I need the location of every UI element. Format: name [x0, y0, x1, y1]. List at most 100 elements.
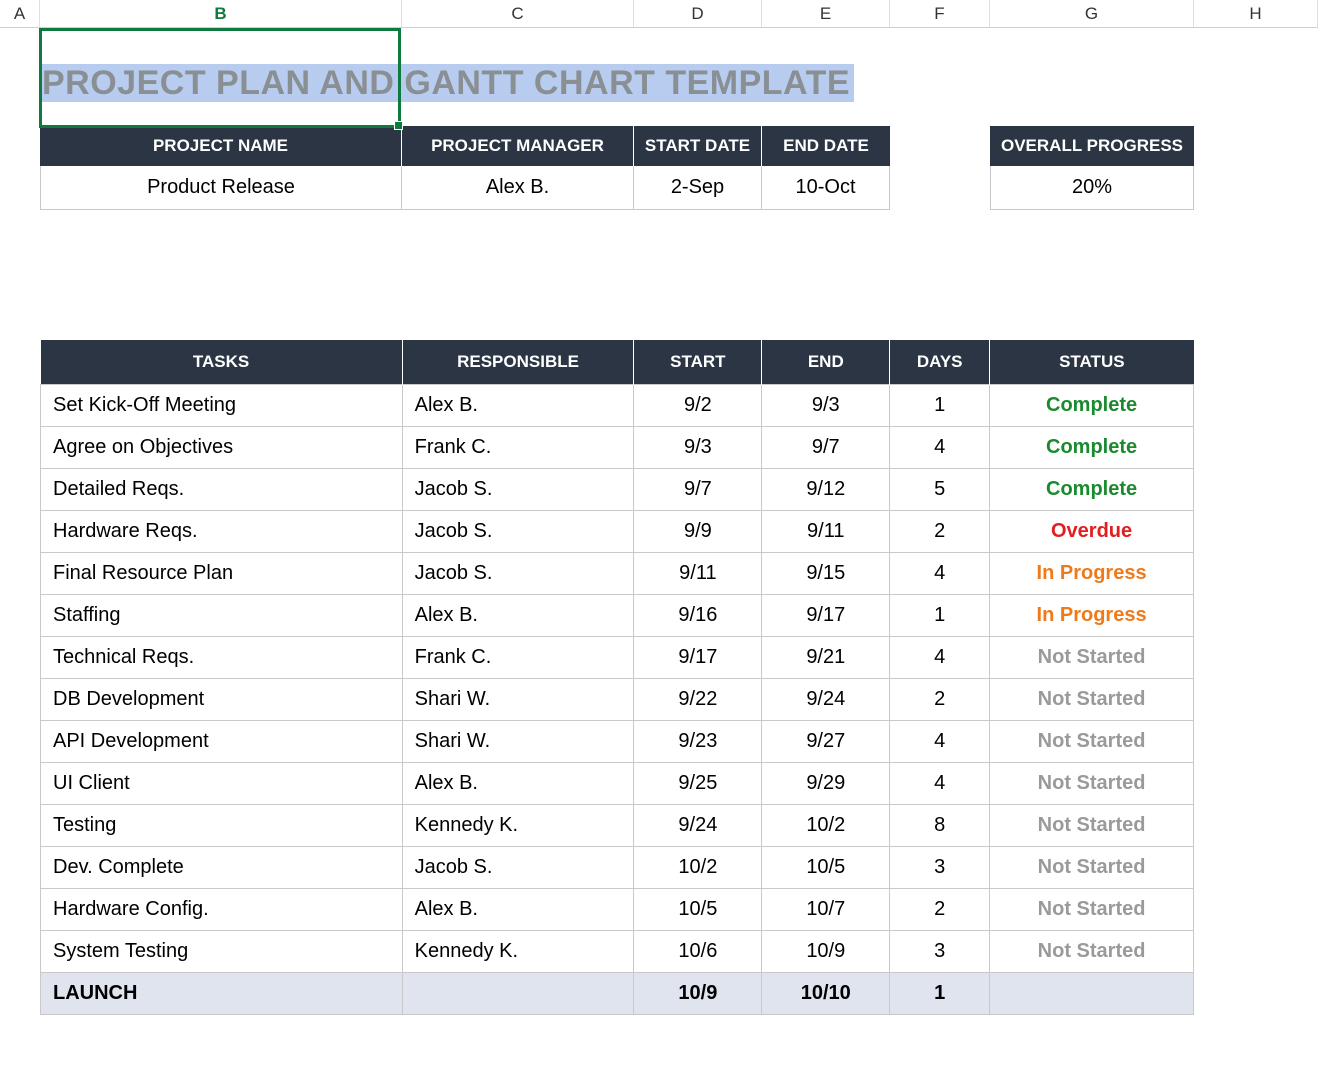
cell-start[interactable]: 9/9: [634, 511, 762, 553]
cell-status[interactable]: Not Started: [990, 679, 1194, 721]
col-hdr-H[interactable]: H: [1194, 0, 1318, 27]
cell-responsible[interactable]: Jacob S.: [402, 553, 634, 595]
cell-task[interactable]: UI Client: [41, 763, 403, 805]
col-hdr-B[interactable]: B: [40, 0, 402, 27]
cell-status[interactable]: Complete: [990, 385, 1194, 427]
cell-start-date[interactable]: 2-Sep: [634, 166, 762, 210]
sheet-body[interactable]: PROJECT PLAN AND GANTT CHART TEMPLATE PR…: [0, 28, 1318, 1015]
cell-responsible[interactable]: Alex B.: [402, 889, 634, 931]
cell-end[interactable]: 9/17: [762, 595, 890, 637]
cell-responsible[interactable]: Jacob S.: [402, 469, 634, 511]
col-hdr-F[interactable]: F: [890, 0, 990, 27]
cell-project-manager[interactable]: Alex B.: [402, 166, 634, 210]
col-hdr-E[interactable]: E: [762, 0, 890, 27]
cell-start[interactable]: 9/7: [634, 469, 762, 511]
cell-start[interactable]: 9/22: [634, 679, 762, 721]
cell-status[interactable]: Complete: [990, 469, 1194, 511]
cell-start[interactable]: 10/9: [634, 973, 762, 1015]
cell-days[interactable]: 2: [890, 679, 990, 721]
col-hdr-G[interactable]: G: [990, 0, 1194, 27]
cell-start[interactable]: 9/3: [634, 427, 762, 469]
cell-task[interactable]: Technical Reqs.: [41, 637, 403, 679]
cell-days[interactable]: 8: [890, 805, 990, 847]
cell-status[interactable]: Complete: [990, 427, 1194, 469]
cell-end[interactable]: 10/5: [762, 847, 890, 889]
cell-status[interactable]: Not Started: [990, 931, 1194, 973]
cell-days[interactable]: 1: [890, 595, 990, 637]
cell-end[interactable]: 9/11: [762, 511, 890, 553]
cell-status[interactable]: [990, 973, 1194, 1015]
cell-responsible[interactable]: Alex B.: [402, 385, 634, 427]
cell-status[interactable]: Not Started: [990, 805, 1194, 847]
cell-responsible[interactable]: Frank C.: [402, 637, 634, 679]
cell-start[interactable]: 10/2: [634, 847, 762, 889]
cell-task[interactable]: Hardware Reqs.: [41, 511, 403, 553]
cell-end[interactable]: 10/7: [762, 889, 890, 931]
cell-task[interactable]: LAUNCH: [41, 973, 403, 1015]
cell-end[interactable]: 10/10: [762, 973, 890, 1015]
cell-task[interactable]: API Development: [41, 721, 403, 763]
cell-status[interactable]: Not Started: [990, 889, 1194, 931]
cell-start[interactable]: 9/16: [634, 595, 762, 637]
cell-responsible[interactable]: Frank C.: [402, 427, 634, 469]
cell-responsible[interactable]: Kennedy K.: [402, 931, 634, 973]
title-row[interactable]: PROJECT PLAN AND GANTT CHART TEMPLATE: [40, 28, 1318, 108]
cell-end[interactable]: 9/29: [762, 763, 890, 805]
cell-end-date[interactable]: 10-Oct: [762, 166, 890, 210]
col-hdr-D[interactable]: D: [634, 0, 762, 27]
cell-task[interactable]: Detailed Reqs.: [41, 469, 403, 511]
cell-start[interactable]: 10/5: [634, 889, 762, 931]
cell-task[interactable]: Hardware Config.: [41, 889, 403, 931]
cell-days[interactable]: 4: [890, 637, 990, 679]
cell-status[interactable]: Overdue: [990, 511, 1194, 553]
cell-days[interactable]: 4: [890, 763, 990, 805]
cell-status[interactable]: Not Started: [990, 847, 1194, 889]
cell-end[interactable]: 9/21: [762, 637, 890, 679]
cell-responsible[interactable]: [402, 973, 634, 1015]
cell-responsible[interactable]: Alex B.: [402, 763, 634, 805]
cell-days[interactable]: 1: [890, 385, 990, 427]
cell-status[interactable]: Not Started: [990, 637, 1194, 679]
cell-task[interactable]: System Testing: [41, 931, 403, 973]
cell-days[interactable]: 2: [890, 889, 990, 931]
cell-end[interactable]: 9/24: [762, 679, 890, 721]
cell-project-name[interactable]: Product Release: [40, 166, 402, 210]
cell-responsible[interactable]: Jacob S.: [402, 847, 634, 889]
cell-responsible[interactable]: Jacob S.: [402, 511, 634, 553]
cell-days[interactable]: 4: [890, 553, 990, 595]
cell-end[interactable]: 9/15: [762, 553, 890, 595]
cell-days[interactable]: 3: [890, 847, 990, 889]
cell-days[interactable]: 2: [890, 511, 990, 553]
cell-days[interactable]: 4: [890, 721, 990, 763]
cell-end[interactable]: 9/12: [762, 469, 890, 511]
cell-status[interactable]: Not Started: [990, 721, 1194, 763]
cell-overall-progress[interactable]: 20%: [990, 166, 1194, 210]
cell-start[interactable]: 9/25: [634, 763, 762, 805]
cell-days[interactable]: 5: [890, 469, 990, 511]
cell-start[interactable]: 10/6: [634, 931, 762, 973]
cell-task[interactable]: Final Resource Plan: [41, 553, 403, 595]
cell-responsible[interactable]: Shari W.: [402, 721, 634, 763]
cell-task[interactable]: DB Development: [41, 679, 403, 721]
cell-status[interactable]: In Progress: [990, 553, 1194, 595]
cell-end[interactable]: 9/7: [762, 427, 890, 469]
cell-start[interactable]: 9/17: [634, 637, 762, 679]
cell-start[interactable]: 9/23: [634, 721, 762, 763]
cell-end[interactable]: 10/2: [762, 805, 890, 847]
cell-task[interactable]: Testing: [41, 805, 403, 847]
cell-end[interactable]: 10/9: [762, 931, 890, 973]
cell-responsible[interactable]: Kennedy K.: [402, 805, 634, 847]
cell-task[interactable]: Staffing: [41, 595, 403, 637]
cell-start[interactable]: 9/24: [634, 805, 762, 847]
cell-end[interactable]: 9/27: [762, 721, 890, 763]
cell-days[interactable]: 3: [890, 931, 990, 973]
cell-start[interactable]: 9/2: [634, 385, 762, 427]
cell-task[interactable]: Dev. Complete: [41, 847, 403, 889]
cell-days[interactable]: 4: [890, 427, 990, 469]
cell-start[interactable]: 9/11: [634, 553, 762, 595]
cell-status[interactable]: Not Started: [990, 763, 1194, 805]
cell-task[interactable]: Set Kick-Off Meeting: [41, 385, 403, 427]
col-hdr-C[interactable]: C: [402, 0, 634, 27]
cell-task[interactable]: Agree on Objectives: [41, 427, 403, 469]
cell-days[interactable]: 1: [890, 973, 990, 1015]
